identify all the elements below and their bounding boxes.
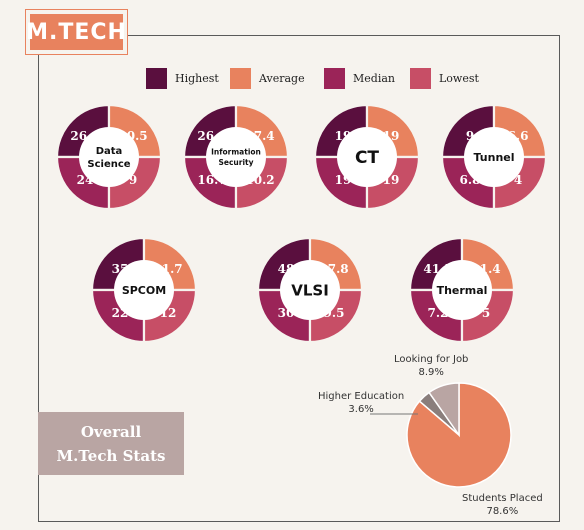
pie-label-higher-education: Higher Education 3.6% — [318, 390, 404, 416]
donut-title: Thermal — [437, 284, 488, 297]
donut-title: SPCOM — [122, 284, 166, 297]
donut-center — [432, 260, 492, 320]
pie-label-name: Students Placed — [462, 493, 543, 504]
donut-center — [337, 127, 397, 187]
donut-value-lowest: 4 — [514, 173, 522, 187]
donut-title: Data — [96, 146, 123, 157]
legend-label-lowest: Lowest — [439, 72, 479, 85]
legend-label-median: Median — [353, 72, 395, 85]
overall-pie — [370, 382, 512, 488]
donut-center — [114, 260, 174, 320]
donut-title: Security — [218, 158, 253, 167]
legend: Highest Average Median Lowest — [0, 68, 584, 92]
legend-item-highest: Highest — [146, 68, 219, 89]
legend-item-lowest: Lowest — [410, 68, 479, 89]
pie-label-pct: 8.9% — [418, 367, 444, 378]
legend-label-highest: Highest — [175, 72, 219, 85]
donut-title: CT — [355, 148, 379, 168]
donut-title: Tunnel — [473, 151, 514, 164]
overall-line-1: Overall — [80, 422, 142, 441]
legend-swatch-median — [324, 68, 345, 89]
pie-label-pct: 78.6% — [486, 506, 519, 517]
donut-title: VLSI — [291, 281, 329, 299]
legend-swatch-highest — [146, 68, 167, 89]
overall-line-2: M.Tech Stats — [56, 446, 166, 465]
pie-label-name: Higher Education — [318, 391, 405, 402]
donut-title: Information — [211, 147, 261, 156]
page-title-badge: M.TECH — [25, 9, 128, 55]
legend-label-average: Average — [259, 72, 305, 85]
pie-label-pct: 3.6% — [348, 404, 374, 415]
pie-label-looking-for-job: Looking for Job 8.9% — [394, 353, 468, 379]
pie-slice-looking-for-job — [428, 382, 460, 438]
donut-value-lowest: 5 — [482, 306, 490, 320]
donut-center — [206, 127, 266, 187]
overall-stats-box: Overall M.Tech Stats — [38, 412, 184, 475]
legend-item-median: Median — [324, 68, 395, 89]
legend-swatch-average — [230, 68, 251, 89]
pie-label-students-placed: Students Placed 78.6% — [462, 492, 543, 518]
legend-swatch-lowest — [410, 68, 431, 89]
legend-item-average: Average — [230, 68, 305, 89]
main-frame — [38, 35, 560, 522]
donut-value-highest: 9 — [466, 129, 474, 143]
pie-label-name: Looking for Job — [394, 354, 469, 365]
donut-center — [280, 260, 340, 320]
donut-value-lowest: 9 — [129, 173, 137, 187]
donut-center — [79, 127, 139, 187]
donut-title: Science — [87, 159, 130, 170]
donut-center — [464, 127, 524, 187]
